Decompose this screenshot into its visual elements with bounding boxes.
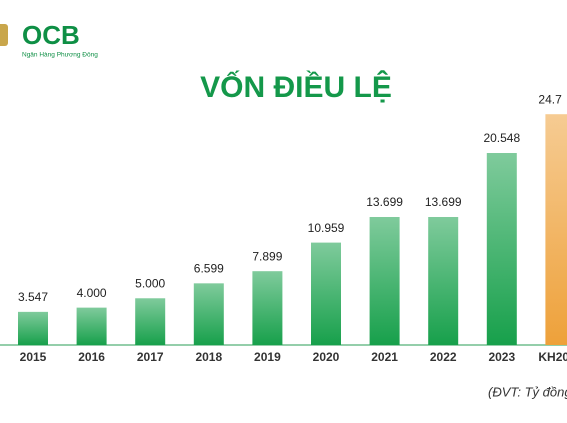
x-tick-label: 2019	[254, 350, 281, 364]
bar	[428, 216, 459, 345]
value-label: 24.7	[538, 92, 562, 106]
bar	[76, 307, 107, 345]
value-label: 20.548	[483, 131, 520, 145]
x-tick-label: 2016	[78, 350, 105, 364]
bar	[252, 271, 283, 345]
bar	[545, 114, 567, 345]
logo-tagline: Ngân Hàng Phương Đông	[22, 52, 98, 59]
value-label: 4.000	[77, 286, 107, 300]
x-tick-label: KH20	[538, 350, 567, 364]
value-label: 7.899	[252, 249, 282, 263]
logo-icon	[0, 24, 8, 46]
value-label: 3.547	[18, 290, 48, 304]
bar	[486, 153, 517, 345]
x-tick-label: 2018	[195, 350, 222, 364]
bar	[18, 311, 48, 345]
bar	[135, 298, 166, 345]
value-label: 10.959	[308, 221, 345, 235]
x-tick-label: 2023	[488, 350, 515, 364]
bar	[369, 216, 400, 345]
bar	[311, 242, 341, 345]
value-label: 6.599	[194, 262, 224, 276]
logo-name: OCB	[22, 20, 80, 50]
x-tick-label: 2021	[371, 350, 398, 364]
x-tick-label: 2020	[313, 350, 340, 364]
x-tick-label: 2017	[137, 350, 164, 364]
bar	[193, 283, 224, 345]
unit-note: (ĐVT: Tỷ đồng	[488, 384, 567, 399]
value-label: 13.699	[366, 195, 403, 209]
x-tick-label: 2015	[20, 350, 47, 364]
x-tick-label: 2022	[430, 350, 457, 364]
value-label: 13.699	[425, 195, 462, 209]
value-label: 5.000	[135, 276, 165, 290]
chart-title: VỐN ĐIỀU LỆ	[200, 70, 392, 104]
